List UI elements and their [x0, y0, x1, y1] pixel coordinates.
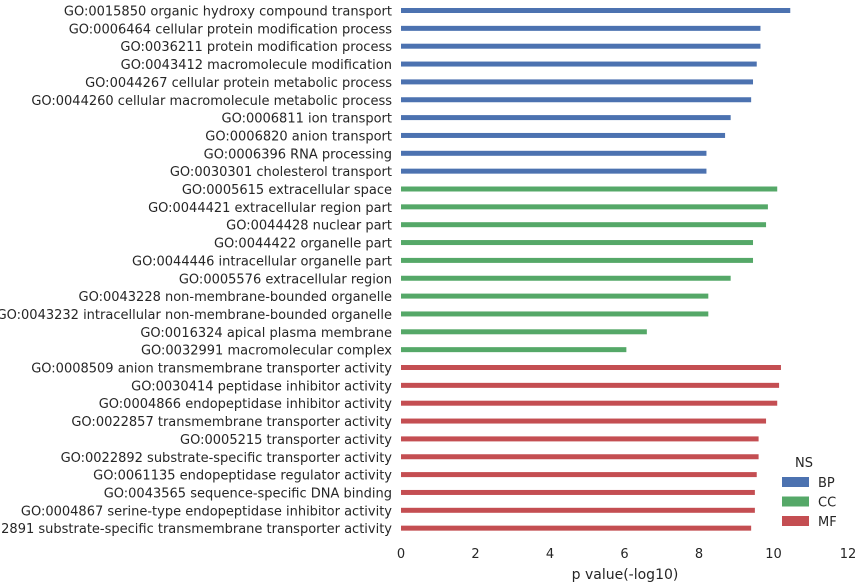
category-label: GO:0004866 endopeptidase inhibitor activ… — [99, 397, 393, 412]
category-label: GO:0061135 endopeptidase regulator activ… — [93, 469, 392, 484]
bar — [401, 204, 768, 210]
category-label: GO:0016324 apical plasma membrane — [140, 326, 392, 341]
category-label: GO:0044446 intracellular organelle part — [132, 254, 392, 269]
category-label: GO:0030414 peptidase inhibitor activity — [131, 379, 392, 394]
bar — [401, 150, 707, 156]
bar — [401, 418, 767, 424]
category-label: GO:0044421 extracellular region part — [148, 201, 392, 216]
category-label: GO:0043412 macromolecule modification — [121, 58, 392, 73]
category-label: GO:0022892 substrate-specific transporte… — [61, 451, 393, 466]
legend-title: NS — [795, 456, 813, 471]
legend-label: MF — [818, 515, 837, 530]
bar — [401, 507, 755, 513]
bar — [401, 115, 731, 121]
legend-swatch — [782, 496, 809, 507]
x-tick-label: 10 — [765, 547, 782, 562]
legend-swatch — [782, 477, 809, 487]
category-label: GO:0044260 cellular macromolecule metabo… — [31, 94, 392, 109]
category-label: GO:0005215 transporter activity — [180, 433, 392, 448]
x-tick-label: 8 — [695, 547, 703, 562]
category-label: GO:0043232 intracellular non-membrane-bo… — [0, 308, 392, 323]
category-label: GO:0006811 ion transport — [222, 112, 393, 127]
category-label: GO:0044428 nuclear part — [226, 219, 392, 234]
bar — [401, 311, 709, 317]
bar — [401, 25, 761, 31]
bar — [401, 489, 755, 495]
bar — [401, 186, 778, 192]
bar — [401, 257, 754, 263]
category-label: GO:0022891 substrate-specific transmembr… — [0, 522, 392, 537]
legend: NS BP CC MF — [782, 456, 837, 530]
category-label: GO:0005576 extracellular region — [179, 272, 392, 287]
bar — [401, 365, 781, 370]
x-tick-label: 0 — [397, 547, 405, 562]
bar — [401, 240, 754, 246]
bar — [401, 329, 647, 335]
bar — [401, 79, 754, 85]
bar — [401, 472, 757, 478]
x-tick-label: 6 — [620, 547, 628, 562]
category-label: GO:0043228 non-membrane-bounded organell… — [79, 290, 393, 305]
category-label: GO:0030301 cholesterol transport — [170, 165, 392, 180]
legend-label: CC — [818, 496, 836, 511]
legend-swatch — [782, 516, 809, 526]
category-label: GO:0008509 anion transmembrane transport… — [31, 362, 392, 377]
category-label: GO:0032991 macromolecular complex — [141, 344, 392, 359]
category-label: GO:0005615 extracellular space — [182, 183, 392, 198]
bar — [401, 132, 726, 138]
bar — [401, 8, 791, 13]
bar — [401, 275, 731, 281]
bar — [401, 382, 780, 388]
category-label: GO:0004867 serine-type endopeptidase inh… — [21, 504, 392, 519]
x-tick-label: 4 — [546, 547, 554, 562]
category-label: GO:0015850 organic hydroxy compound tran… — [64, 5, 392, 20]
category-label: GO:0043565 sequence-specific DNA binding — [104, 486, 392, 501]
category-labels: GO:0015850 organic hydroxy compound tran… — [0, 5, 392, 538]
bar — [401, 61, 757, 67]
bars-layer — [401, 8, 791, 531]
category-label: GO:0044422 organelle part — [214, 237, 392, 252]
x-axis-label: p value(-log10) — [572, 567, 679, 583]
bar — [401, 222, 767, 228]
x-axis-ticks: 0 2 4 6 8 10 12 — [397, 547, 856, 562]
category-label: GO:0006820 anion transport — [205, 129, 392, 144]
bar — [401, 525, 752, 531]
category-label: GO:0044267 cellular protein metabolic pr… — [85, 76, 392, 91]
category-label: GO:0036211 protein modification process — [120, 40, 392, 55]
bar — [401, 168, 707, 174]
bar — [401, 347, 627, 353]
bar — [401, 97, 752, 103]
bar — [401, 293, 709, 299]
bar — [401, 454, 759, 460]
x-tick-label: 12 — [840, 547, 857, 562]
bar — [401, 43, 761, 49]
bar — [401, 400, 778, 406]
category-label: GO:0006396 RNA processing — [204, 147, 392, 162]
x-tick-label: 2 — [471, 547, 479, 562]
legend-label: BP — [818, 476, 835, 491]
bar — [401, 436, 759, 442]
category-label: GO:0006464 cellular protein modification… — [69, 22, 392, 37]
category-label: GO:0022857 transmembrane transporter act… — [71, 415, 392, 430]
